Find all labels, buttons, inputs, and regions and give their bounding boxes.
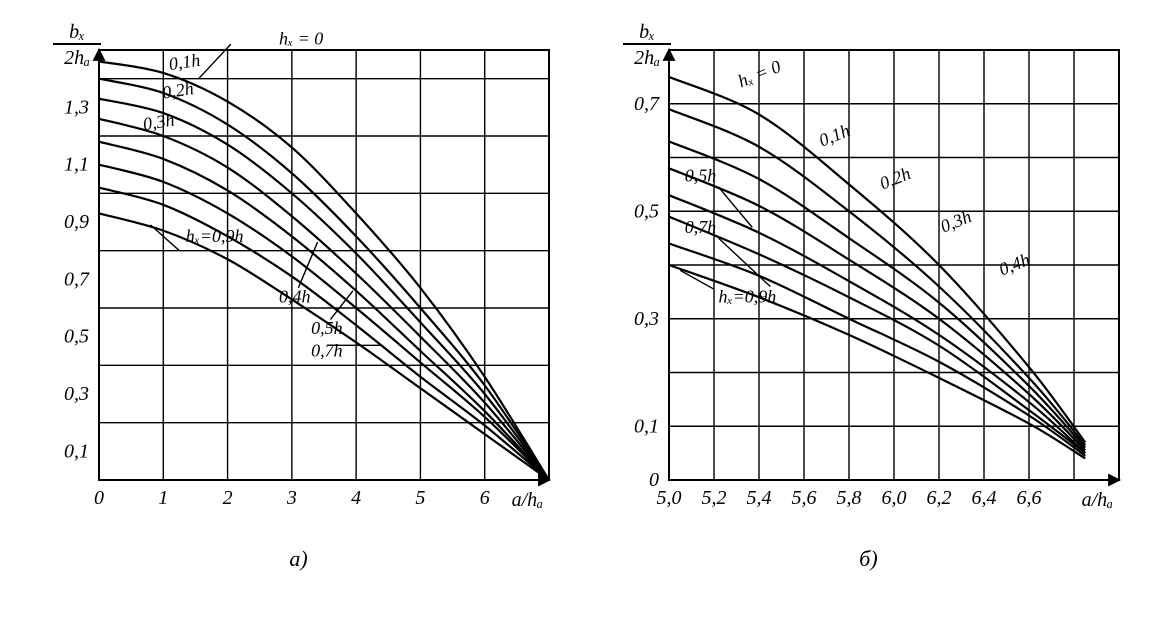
svg-text:0,7h: 0,7h xyxy=(684,217,716,237)
svg-text:0,5h: 0,5h xyxy=(311,318,343,338)
svg-text:hₓ=0,9h: hₓ=0,9h xyxy=(718,287,776,307)
svg-text:6,6: 6,6 xyxy=(1016,487,1041,509)
chart-a: 0 1 2 3 4 5 6 a/hₐ 0,1 0,3 0,5 0,7 0,9 1,1 1,3 bₓ 2hₐ hₓ … xyxy=(29,20,569,540)
svg-text:5,4: 5,4 xyxy=(746,487,771,509)
svg-text:0,7: 0,7 xyxy=(64,268,90,290)
svg-text:5: 5 xyxy=(415,487,425,509)
chart-a-wrapper: 0 1 2 3 4 5 6 a/hₐ 0,1 0,3 0,5 0,7 0,9 1,1 1,3 bₓ 2hₐ hₓ … xyxy=(29,20,569,572)
svg-text:0: 0 xyxy=(94,487,104,509)
svg-text:6: 6 xyxy=(479,487,489,509)
svg-text:0,2h: 0,2h xyxy=(876,163,913,193)
svg-text:a/hₐ: a/hₐ xyxy=(1081,489,1113,511)
svg-text:3: 3 xyxy=(285,487,296,509)
svg-text:4: 4 xyxy=(351,487,361,509)
svg-text:2hₐ: 2hₐ xyxy=(634,47,660,69)
svg-text:2: 2 xyxy=(222,487,232,509)
svg-text:0,9: 0,9 xyxy=(64,211,89,233)
svg-text:bₓ: bₓ xyxy=(69,21,85,43)
chart-b-wrapper: 5,0 5,2 5,4 5,6 5,8 6,0 6,2 6,4 6,6 a/hₐ 0 0,1 0,3 0,… xyxy=(599,20,1139,572)
svg-text:0,5: 0,5 xyxy=(634,200,659,222)
svg-text:hₓ=0,9h: hₓ=0,9h xyxy=(185,226,243,246)
chart-b: 5,0 5,2 5,4 5,6 5,8 6,0 6,2 6,4 6,6 a/hₐ 0 0,1 0,3 0,… xyxy=(599,20,1139,540)
svg-text:0,5: 0,5 xyxy=(64,326,89,348)
svg-text:a/hₐ: a/hₐ xyxy=(511,489,543,511)
svg-text:bₓ: bₓ xyxy=(639,21,655,43)
svg-text:0,5h: 0,5h xyxy=(684,166,716,186)
svg-text:0,3: 0,3 xyxy=(634,308,659,330)
svg-text:6,4: 6,4 xyxy=(971,487,996,509)
svg-text:0,1: 0,1 xyxy=(64,440,89,462)
svg-text:hₓ = 0: hₓ = 0 xyxy=(279,28,323,48)
svg-text:0,7h: 0,7h xyxy=(311,341,343,361)
svg-text:0,4h: 0,4h xyxy=(996,249,1033,279)
svg-text:5,2: 5,2 xyxy=(701,487,726,509)
svg-text:5,8: 5,8 xyxy=(836,487,861,509)
chart-b-caption: б) xyxy=(859,546,877,572)
svg-text:1,3: 1,3 xyxy=(64,96,89,118)
svg-text:5,6: 5,6 xyxy=(791,487,816,509)
svg-text:1,1: 1,1 xyxy=(64,154,89,176)
svg-text:1: 1 xyxy=(158,487,168,509)
svg-text:0,2h: 0,2h xyxy=(160,78,194,103)
chart-a-caption: a) xyxy=(289,546,307,572)
svg-text:5,0: 5,0 xyxy=(656,487,681,509)
svg-text:0,4h: 0,4h xyxy=(279,286,311,306)
svg-text:0,3: 0,3 xyxy=(64,383,89,405)
svg-text:6,2: 6,2 xyxy=(926,487,951,509)
svg-text:2hₐ: 2hₐ xyxy=(64,47,90,69)
svg-text:0,1h: 0,1h xyxy=(816,120,853,150)
figure-container: 0 1 2 3 4 5 6 a/hₐ 0,1 0,3 0,5 0,7 0,9 1,1 1,3 bₓ 2hₐ hₓ … xyxy=(20,20,1147,572)
svg-text:0,1: 0,1 xyxy=(634,415,659,437)
svg-text:0: 0 xyxy=(649,469,659,491)
svg-text:0,3h: 0,3h xyxy=(141,110,175,135)
svg-text:0,7: 0,7 xyxy=(634,93,660,115)
svg-text:6,0: 6,0 xyxy=(881,487,906,509)
svg-text:0,1h: 0,1h xyxy=(167,50,201,74)
